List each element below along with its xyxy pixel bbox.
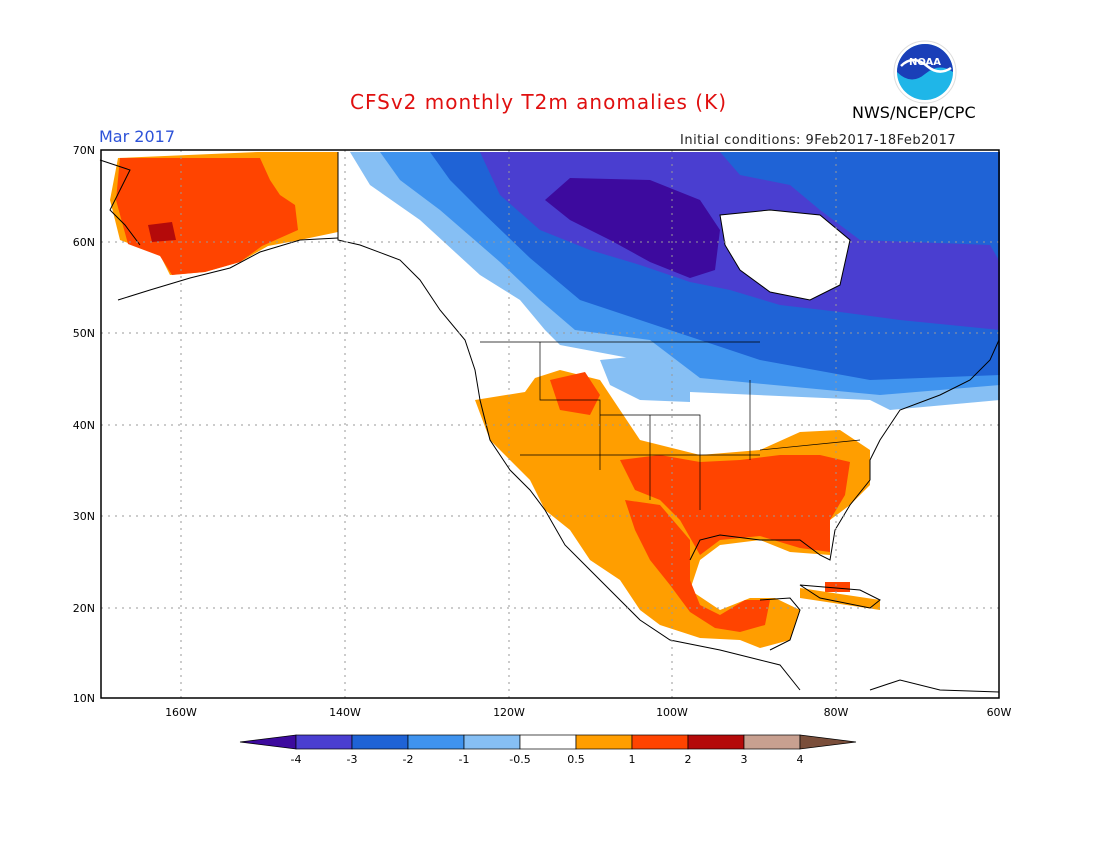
rockies-warm-spot (550, 372, 600, 415)
legend-swatch (575, 734, 633, 750)
lat-label-30n: 30N (73, 510, 95, 523)
initial-conditions: Initial conditions: 9Feb2017-18Feb2017 (680, 133, 957, 148)
cuba-slight-warm (800, 588, 880, 610)
lon-label-120w: 120W (493, 706, 525, 719)
anomaly-shading (110, 152, 1000, 648)
legend-swatch (687, 734, 745, 750)
legend-label: -1 (459, 753, 470, 766)
legend-label: 0.5 (567, 753, 585, 766)
plains-cool-patch (600, 355, 690, 402)
lat-label-10n: 10N (73, 692, 95, 705)
south-warm-region (620, 455, 850, 555)
legend-arrow-right (799, 734, 857, 750)
us-state-borders (480, 341, 861, 510)
legend-label: -0.5 (509, 753, 530, 766)
legend-label: 4 (797, 753, 804, 766)
map-frame (100, 149, 1000, 699)
legend-label: 2 (685, 753, 692, 766)
legend-label: -4 (291, 753, 302, 766)
lat-label-70n: 70N (73, 144, 95, 157)
lon-label-160w: 160W (165, 706, 197, 719)
mexico-warm-region (625, 500, 770, 632)
forecast-month: Mar 2017 (99, 127, 175, 146)
legend-swatch (351, 734, 409, 750)
legend-swatch (631, 734, 689, 750)
cuba-warm-region (825, 582, 850, 592)
legend-label: -2 (403, 753, 414, 766)
lat-label-40n: 40N (73, 419, 95, 432)
legend-swatch (743, 734, 801, 750)
legend-swatch (407, 734, 465, 750)
lon-label-140w: 140W (329, 706, 361, 719)
legend-arrow-left (239, 734, 297, 750)
legend-swatch (519, 734, 577, 750)
chart-title: CFSv2 monthly T2m anomalies (K) (350, 90, 727, 114)
lon-label-80w: 80W (824, 706, 849, 719)
coastlines (99, 152, 1000, 693)
logo-text: NOAA (909, 57, 941, 68)
hudson-bay-white (720, 210, 850, 300)
lon-label-60w: 60W (987, 706, 1012, 719)
color-legend: -4 -3 -2 -1 -0.5 0.5 1 2 3 4 (239, 734, 857, 766)
lon-label-100w: 100W (656, 706, 688, 719)
legend-swatch (295, 734, 353, 750)
canada-strong-cold (545, 178, 720, 278)
lat-label-50n: 50N (73, 327, 95, 340)
legend-label: -3 (347, 753, 358, 766)
alaska-very-hot-spot (148, 222, 176, 242)
lat-label-20n: 20N (73, 602, 95, 615)
agency-label: NWS/NCEP/CPC (852, 103, 976, 122)
gridlines (101, 150, 999, 698)
legend-label: 1 (629, 753, 636, 766)
legend-swatch (463, 734, 521, 750)
lat-label-60n: 60N (73, 236, 95, 249)
alaska-hot-region (116, 158, 298, 275)
noaa-logo-icon: NOAA (893, 40, 957, 104)
legend-label: 3 (741, 753, 748, 766)
